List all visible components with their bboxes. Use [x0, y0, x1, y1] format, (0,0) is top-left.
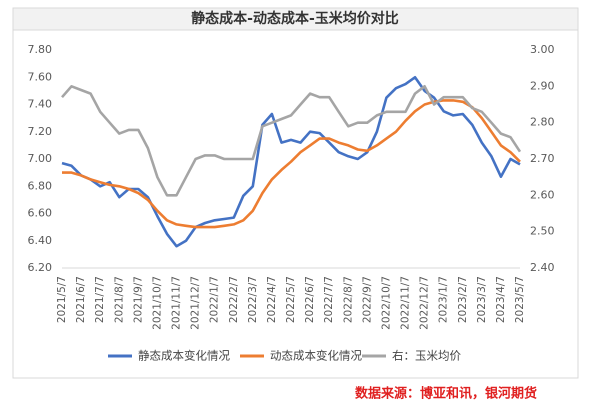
y2-tick-label: 2.50	[530, 225, 555, 238]
y2-tick-label: 2.80	[530, 116, 555, 129]
y-tick-label: 7.20	[28, 125, 53, 138]
x-tick-label: 2022/3/7	[247, 276, 259, 323]
series-line	[61, 76, 521, 248]
chart-frame	[12, 7, 579, 379]
chart-title: 静态成本-动态成本-玉米均价对比	[191, 10, 399, 27]
x-tick-label: 2023/1/7	[438, 276, 450, 323]
y2-tick-label: 2.60	[530, 188, 555, 201]
x-tick-label: 2022/5/7	[285, 276, 297, 323]
x-tick-label: 2023/2/7	[457, 276, 469, 323]
y-tick-label: 7.80	[28, 43, 53, 56]
legend-label: 静态成本变化情况	[138, 349, 230, 363]
x-tick-label: 2021/6/7	[75, 276, 87, 323]
y-tick-label: 7.60	[28, 70, 53, 83]
x-tick-label: 2021/7/7	[94, 276, 106, 323]
y2-tick-label: 2.90	[530, 79, 555, 92]
title-bar	[12, 7, 579, 31]
x-tick-label: 2022/1/7	[209, 276, 221, 323]
x-tick-label: 2021/9/7	[132, 276, 144, 323]
y-tick-label: 6.40	[28, 234, 53, 247]
y-tick-label: 6.80	[28, 179, 53, 192]
y2-tick-label: 2.40	[530, 261, 555, 274]
x-tick-label: 2022/8/7	[342, 276, 354, 323]
x-tick-label: 2022/12/7	[419, 276, 431, 330]
x-tick-label: 2022/9/7	[361, 276, 373, 323]
legend-label: 动态成本变化情况	[270, 349, 362, 363]
x-tick-label: 2022/6/7	[304, 276, 316, 323]
x-tick-label: 2021/5/7	[56, 276, 68, 323]
x-tick-label: 2023/3/7	[476, 276, 488, 323]
x-tick-label: 2022/4/7	[266, 276, 278, 323]
x-tick-label: 2022/11/7	[400, 276, 412, 330]
y-tick-label: 6.20	[28, 261, 53, 274]
y2-tick-label: 2.70	[530, 152, 555, 165]
x-tick-label: 2021/12/7	[190, 276, 202, 330]
x-tick-label: 2021/8/7	[113, 276, 125, 323]
y-tick-label: 6.60	[28, 207, 53, 220]
source: 数据来源：博亚和讯，银河期货	[355, 386, 537, 402]
series-line	[61, 85, 522, 197]
y-tick-label: 7.00	[28, 152, 53, 165]
legend-label: 右：玉米均价	[392, 349, 461, 363]
x-tick-label: 2022/7/7	[323, 276, 335, 323]
x-tick-label: 2023/4/7	[495, 276, 507, 323]
x-tick-label: 2021/10/7	[151, 276, 163, 330]
x-tick-label: 2022/2/7	[228, 276, 240, 323]
x-tick-label: 2022/10/7	[380, 276, 392, 330]
series-line	[62, 99, 521, 229]
y2-tick-label: 3.00	[530, 43, 555, 56]
y-tick-label: 7.40	[28, 98, 53, 111]
x-tick-label: 2023/5/7	[514, 276, 526, 323]
x-tick-label: 2021/11/7	[171, 276, 183, 330]
